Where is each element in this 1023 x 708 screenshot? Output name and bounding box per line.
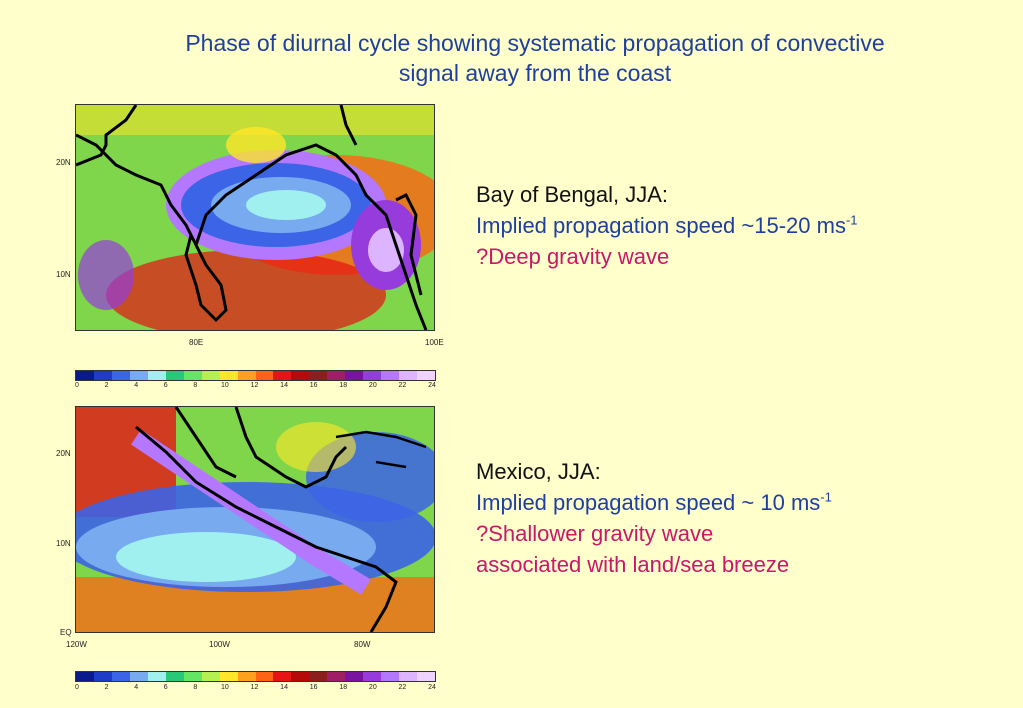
colorbar-label: 14 — [280, 382, 288, 389]
colorbar-label: 16 — [309, 684, 318, 691]
colorbar-swatch — [417, 371, 436, 380]
colorbar-label: 0 — [75, 382, 79, 389]
colorbar-label: 20 — [368, 382, 377, 389]
colorbar-label: 2 — [104, 684, 109, 691]
colorbar-swatch — [345, 371, 364, 380]
caption2-note-1: ?Shallower gravity wave — [476, 521, 714, 546]
colorbar-swatch — [237, 672, 256, 681]
colorbar-label: 22 — [398, 684, 407, 691]
caption2-speed: Implied propagation speed ~ 10 ms — [476, 490, 821, 515]
caption2-note-2: associated with land/sea breeze — [476, 552, 790, 577]
colorbar-swatch — [237, 371, 256, 380]
caption1-speed: Implied propagation speed ~15-20 ms — [476, 213, 846, 238]
map1-lat-tick-20n: 20N — [56, 158, 71, 167]
caption2-speed-exponent: -1 — [820, 489, 832, 505]
colorbar-swatch — [111, 672, 130, 681]
slide-title: Phase of diurnal cycle showing systemati… — [120, 28, 950, 88]
colorbar-swatch — [111, 371, 130, 380]
caption1-note: ?Deep gravity wave — [476, 244, 670, 269]
colorbar-swatch — [201, 371, 220, 380]
colorbar-swatch — [363, 371, 382, 380]
colorbar-label: 8 — [193, 684, 198, 691]
caption1-speed-line: Implied propagation speed ~15-20 ms-1 — [476, 210, 858, 241]
colorbar-swatch — [219, 672, 238, 681]
map1-colorbar — [75, 370, 436, 381]
colorbar-label: 4 — [134, 684, 139, 691]
colorbar-label: 8 — [193, 382, 198, 389]
bay-of-bengal-caption: Bay of Bengal, JJA: Implied propagation … — [476, 179, 858, 272]
colorbar-swatch — [327, 371, 346, 380]
colorbar-swatch — [201, 672, 220, 681]
colorbar-swatch — [76, 672, 94, 681]
colorbar-swatch — [291, 371, 310, 380]
bay-of-bengal-map — [75, 104, 435, 331]
colorbar-swatch — [273, 672, 292, 681]
colorbar-swatch — [381, 672, 400, 681]
colorbar-label: 22 — [398, 382, 407, 389]
colorbar-swatch — [399, 672, 418, 681]
colorbar-swatch — [309, 371, 328, 380]
colorbar-swatch — [381, 371, 400, 380]
colorbar-swatch — [165, 371, 184, 380]
colorbar-swatch — [93, 672, 112, 681]
colorbar-swatch — [129, 371, 148, 380]
colorbar-label: 18 — [339, 684, 348, 691]
colorbar-label: 24 — [428, 382, 436, 389]
colorbar-swatch — [255, 672, 274, 681]
colorbar-swatch — [327, 672, 346, 681]
map2-colorbar — [75, 671, 436, 682]
colorbar-label: 12 — [250, 382, 259, 389]
map2-lat-tick-eq: EQ — [60, 628, 72, 637]
colorbar-label: 10 — [221, 684, 229, 691]
map2-lon-tick-100w: 100W — [209, 640, 230, 649]
colorbar-swatch — [363, 672, 382, 681]
colorbar-swatch — [183, 371, 202, 380]
mexico-caption: Mexico, JJA: Implied propagation speed ~… — [476, 456, 832, 580]
caption1-speed-exponent: -1 — [845, 212, 858, 228]
colorbar-label: 14 — [280, 684, 288, 691]
map2-lon-tick-80w: 80W — [354, 640, 371, 649]
colorbar-label: 24 — [428, 684, 436, 691]
mexico-map — [75, 406, 435, 633]
map2-lat-tick-20n: 20N — [56, 449, 71, 458]
title-line-1: Phase of diurnal cycle showing systemati… — [185, 30, 885, 56]
caption1-heading: Bay of Bengal, JJA: — [476, 182, 668, 207]
colorbar-label: 2 — [104, 382, 109, 389]
map1-lat-tick-10n: 10N — [56, 270, 71, 279]
colorbar-swatch — [219, 371, 238, 380]
colorbar-swatch — [399, 371, 418, 380]
title-line-2: signal away from the coast — [398, 60, 672, 86]
colorbar-label: 6 — [163, 684, 168, 691]
colorbar-label: 4 — [134, 382, 139, 389]
colorbar-label: 12 — [250, 684, 259, 691]
colorbar-swatch — [165, 672, 184, 681]
colorbar-swatch — [147, 371, 166, 380]
caption2-speed-line: Implied propagation speed ~ 10 ms-1 — [476, 487, 832, 518]
colorbar-swatch — [273, 371, 292, 380]
colorbar-swatch — [76, 371, 94, 380]
colorbar-swatch — [147, 672, 166, 681]
colorbar-label: 18 — [339, 382, 348, 389]
caption2-heading: Mexico, JJA: — [476, 459, 601, 484]
colorbar-swatch — [129, 672, 148, 681]
colorbar-swatch — [291, 672, 310, 681]
map2-lat-tick-10n: 10N — [56, 539, 71, 548]
colorbar-label: 16 — [309, 382, 318, 389]
colorbar-swatch — [417, 672, 436, 681]
colorbar-label: 20 — [368, 684, 377, 691]
colorbar-swatch — [255, 371, 274, 380]
colorbar-label: 6 — [163, 382, 168, 389]
colorbar-label: 10 — [221, 382, 229, 389]
map2-lon-tick-120w: 120W — [66, 640, 87, 649]
colorbar-swatch — [345, 672, 364, 681]
map1-lon-tick-100e: 100E — [425, 338, 444, 347]
colorbar-swatch — [183, 672, 202, 681]
colorbar-swatch — [93, 371, 112, 380]
colorbar-label: 0 — [75, 684, 79, 691]
colorbar-swatch — [309, 672, 328, 681]
map1-lon-tick-80e: 80E — [189, 338, 204, 347]
